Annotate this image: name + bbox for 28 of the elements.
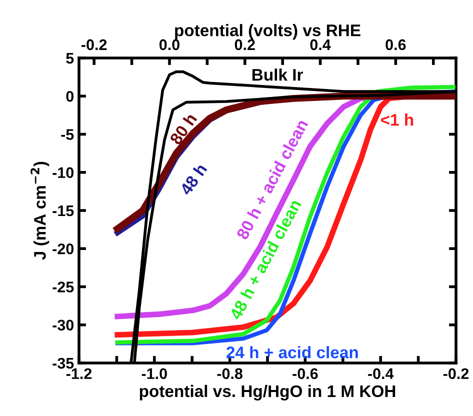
x-tick-label: -0.2	[443, 368, 469, 380]
x2-tick-label: -0.2	[82, 39, 107, 50]
y-tick-label: -5	[61, 129, 74, 140]
y-tick-label: -20	[52, 243, 74, 254]
y-tick-label: -25	[52, 282, 74, 292]
text: 80 h	[168, 112, 198, 146]
x-tick-label: -0.4	[368, 368, 394, 380]
y-tick-label: 5	[66, 53, 74, 64]
y-tick-label: -35	[52, 358, 74, 369]
x-tick-label: -1.0	[142, 368, 167, 380]
series-label: <1 h	[380, 114, 414, 126]
x-tick-label: -0.6	[292, 368, 318, 380]
x2-axis-title: potential (volts) vs RHE	[175, 24, 360, 40]
x2-tick-label: 0.0	[159, 39, 180, 50]
x-tick-label: -0.8	[217, 368, 242, 380]
y-tick-label: -15	[52, 206, 74, 216]
text: 48 h	[178, 162, 208, 196]
x2-tick-label: 0.4	[310, 39, 331, 50]
x-tick-label: -1.2	[66, 368, 92, 379]
y-axis-title: J (mA cm$^{−2}$)	[30, 162, 50, 260]
series-label: Bulk Ir	[252, 68, 303, 81]
x2-tick-label: 0.2	[234, 39, 255, 50]
y-tick-label: -10	[52, 167, 74, 178]
y-tick-label: -30	[52, 320, 74, 331]
series-label: 24 h + acid clean	[226, 346, 358, 358]
x2-tick-label: 0.6	[386, 39, 406, 50]
x-axis-title: potential vs. Hg/HgO in 1 M KOH	[140, 384, 396, 400]
y-tick-label: 0	[66, 90, 74, 102]
